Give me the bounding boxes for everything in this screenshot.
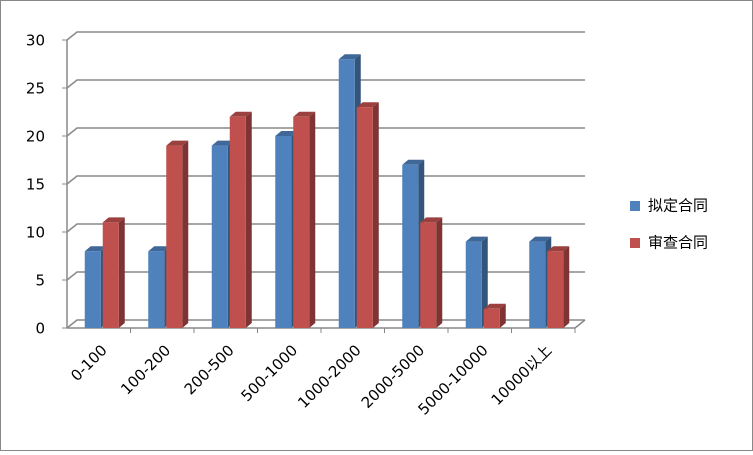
bar (84, 251, 101, 328)
bar-top (420, 217, 443, 223)
bar-side (563, 246, 570, 328)
y-tick-label: 30 (26, 32, 45, 50)
legend-swatch (630, 238, 640, 248)
bar-side (245, 111, 252, 328)
bar-top (338, 54, 361, 60)
bar (293, 116, 310, 328)
bar (338, 59, 355, 328)
bar-top (166, 140, 189, 146)
bar-side (309, 111, 316, 328)
legend-label: 审查合同 (648, 234, 708, 252)
grid-line (66, 79, 585, 89)
bar-top (229, 111, 252, 117)
bar-top (465, 236, 488, 242)
bar (148, 251, 165, 328)
bar-top (275, 131, 298, 136)
bar-top (102, 217, 125, 223)
bar (465, 241, 482, 328)
bar-side (499, 303, 506, 328)
bar (483, 308, 500, 328)
bar-top (148, 246, 171, 252)
bar-side (182, 140, 189, 328)
bar-top (483, 303, 506, 309)
bar-side (436, 217, 443, 328)
bar-top (293, 111, 316, 117)
floor-edge (574, 319, 586, 329)
bar (211, 145, 228, 328)
bar-side (372, 102, 379, 328)
grid-line (66, 127, 585, 137)
legend-label: 拟定合同 (648, 197, 708, 215)
bar (229, 116, 246, 328)
bar-side (481, 236, 488, 328)
legend-swatch (630, 201, 640, 211)
y-tick-label: 5 (35, 272, 45, 290)
grid-line (66, 31, 585, 41)
bar (275, 136, 292, 328)
bar (420, 222, 437, 328)
bar (166, 145, 183, 328)
y-tick-label: 0 (35, 320, 45, 338)
bar (356, 107, 373, 328)
y-tick-label: 20 (26, 128, 45, 146)
bar-side (118, 217, 125, 328)
bar (402, 164, 419, 328)
bar-top (356, 102, 379, 108)
y-tick-label: 10 (26, 224, 45, 242)
bar-top (402, 159, 425, 165)
bar-top (211, 140, 234, 146)
bar (547, 251, 564, 328)
bar (529, 241, 546, 328)
y-tick-label: 25 (26, 80, 45, 98)
y-tick-label: 15 (26, 176, 45, 194)
bar-top (84, 246, 107, 252)
bar (102, 222, 119, 328)
bar-top (529, 236, 552, 242)
bar-top (547, 246, 570, 252)
